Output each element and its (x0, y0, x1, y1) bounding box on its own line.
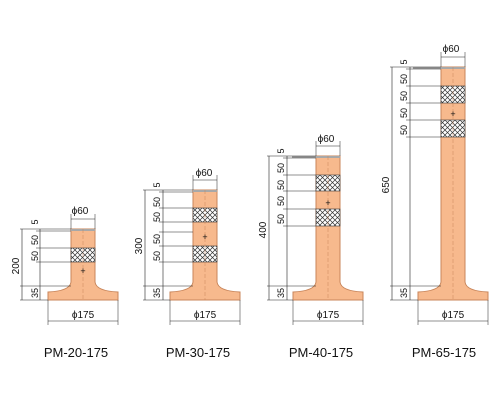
model-label: PM-20-175 (44, 345, 108, 360)
segment-label: 35 (399, 288, 409, 298)
segment-label: 50 (276, 163, 286, 173)
segment-label: 50 (399, 74, 409, 84)
post-pm-20-175: + ϕ60 5 50 50 35 200 ϕ175 PM-20-175 (11, 206, 119, 360)
segment-label: 50 (152, 212, 162, 222)
segment-label: 5 (152, 182, 162, 187)
top-diameter-label: ϕ60 (318, 134, 335, 145)
post-pm-30-175: + ϕ60 5 50 50 50 50 35 300 ϕ175 PM-30-17… (134, 168, 241, 360)
height-label: 650 (381, 176, 392, 193)
base-diameter-label: ϕ175 (442, 310, 465, 321)
segment-label: 50 (152, 234, 162, 244)
model-label: PM-30-175 (166, 345, 230, 360)
segment-label: 35 (152, 288, 162, 298)
post-pm-65-175: + ϕ60 5 50 50 50 50 35 650 ϕ175 PM-65-17… (381, 44, 489, 360)
model-label: PM-40-175 (289, 345, 353, 360)
height-label: 400 (258, 221, 269, 238)
segment-label: 50 (30, 235, 40, 245)
segment-label: 50 (152, 251, 162, 261)
segment-label: 5 (276, 148, 286, 153)
center-mark: + (80, 266, 85, 276)
top-diameter-label: ϕ60 (72, 206, 89, 217)
base-diameter-label: ϕ175 (194, 310, 217, 321)
segment-label: 5 (30, 219, 40, 224)
segment-label: 50 (399, 91, 409, 101)
model-label: PM-65-175 (412, 345, 476, 360)
height-label: 200 (11, 257, 22, 274)
base-diameter-label: ϕ175 (317, 310, 340, 321)
segment-label: 50 (399, 108, 409, 118)
segment-label: 50 (399, 125, 409, 135)
segment-label: 35 (30, 288, 40, 298)
center-mark: + (325, 198, 330, 208)
segment-label: 5 (399, 59, 409, 64)
height-label: 300 (134, 237, 145, 254)
segment-label: 50 (276, 214, 286, 224)
segment-label: 50 (276, 180, 286, 190)
top-diameter-label: ϕ60 (196, 168, 213, 179)
segment-label: 50 (276, 196, 286, 206)
post-pm-40-175: + ϕ60 5 50 50 50 50 35 400 ϕ175 PM-40-17… (258, 134, 364, 360)
base-diameter-label: ϕ175 (72, 310, 95, 321)
center-mark: + (450, 109, 455, 119)
segment-label: 50 (30, 251, 40, 261)
center-mark: + (202, 232, 207, 242)
segment-label: 35 (276, 288, 286, 298)
top-diameter-label: ϕ60 (443, 44, 460, 55)
segment-label: 50 (152, 197, 162, 207)
